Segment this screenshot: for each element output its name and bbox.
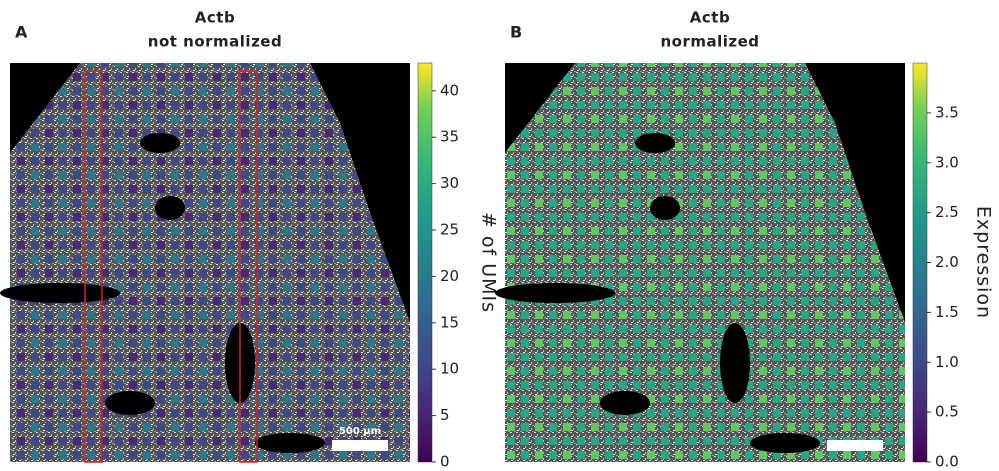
colorbar-tick-label: 2.5 (935, 203, 959, 221)
colorbar-tick-label: 0.0 (935, 453, 959, 471)
tissue-gap (750, 433, 820, 453)
highlight-box (239, 70, 258, 463)
tissue-gap (720, 323, 750, 403)
scale-bar (332, 440, 388, 451)
colorbar-tick-label: 30 (440, 174, 459, 192)
tissue-gap (600, 391, 650, 415)
colorbar-tick-label: 5 (440, 406, 450, 424)
colorbar-label: Expression (973, 206, 995, 319)
colorbar-tick-label: 20 (440, 267, 459, 285)
scale-bar-label: 500 µm (339, 426, 381, 437)
tissue-gap (0, 283, 120, 303)
colorbar (417, 62, 433, 463)
colorbar-tick-label: 40 (440, 81, 459, 99)
scale-bar (827, 440, 883, 451)
tissue-gap (650, 196, 680, 220)
tissue-gap (140, 133, 180, 153)
tissue-gap (635, 133, 675, 153)
colorbar-tick-label: 2.0 (935, 253, 959, 271)
colorbar-label: # of UMIs (478, 212, 500, 313)
colorbar-tick-label: 1.0 (935, 353, 959, 371)
spots (505, 63, 905, 462)
colorbar-tick-label: 35 (440, 128, 459, 146)
highlight-box (84, 70, 103, 463)
chart-subtitle: normalized (660, 33, 759, 51)
spots (10, 63, 410, 462)
panel-label: A (15, 23, 28, 42)
chart-title: Actb (195, 9, 235, 27)
colorbar-tick-label: 10 (440, 360, 459, 378)
colorbar-tick-label: 3.5 (935, 103, 959, 121)
colorbar-tick-label: 0 (440, 453, 450, 471)
tissue-gap (495, 283, 615, 303)
colorbar-tick-label: 0.5 (935, 403, 959, 421)
colorbar-tick-label: 25 (440, 221, 459, 239)
chart-subtitle: not normalized (148, 33, 282, 51)
panel-label: B (510, 23, 522, 42)
chart-title: Actb (690, 9, 730, 27)
colorbar-tick-label: 3.0 (935, 153, 959, 171)
tissue-gap (105, 391, 155, 415)
colorbar (912, 62, 928, 463)
tissue-gap (255, 433, 325, 453)
colorbar-tick-label: 1.5 (935, 303, 959, 321)
tissue-gap (155, 196, 185, 220)
colorbar-tick-label: 15 (440, 313, 459, 331)
